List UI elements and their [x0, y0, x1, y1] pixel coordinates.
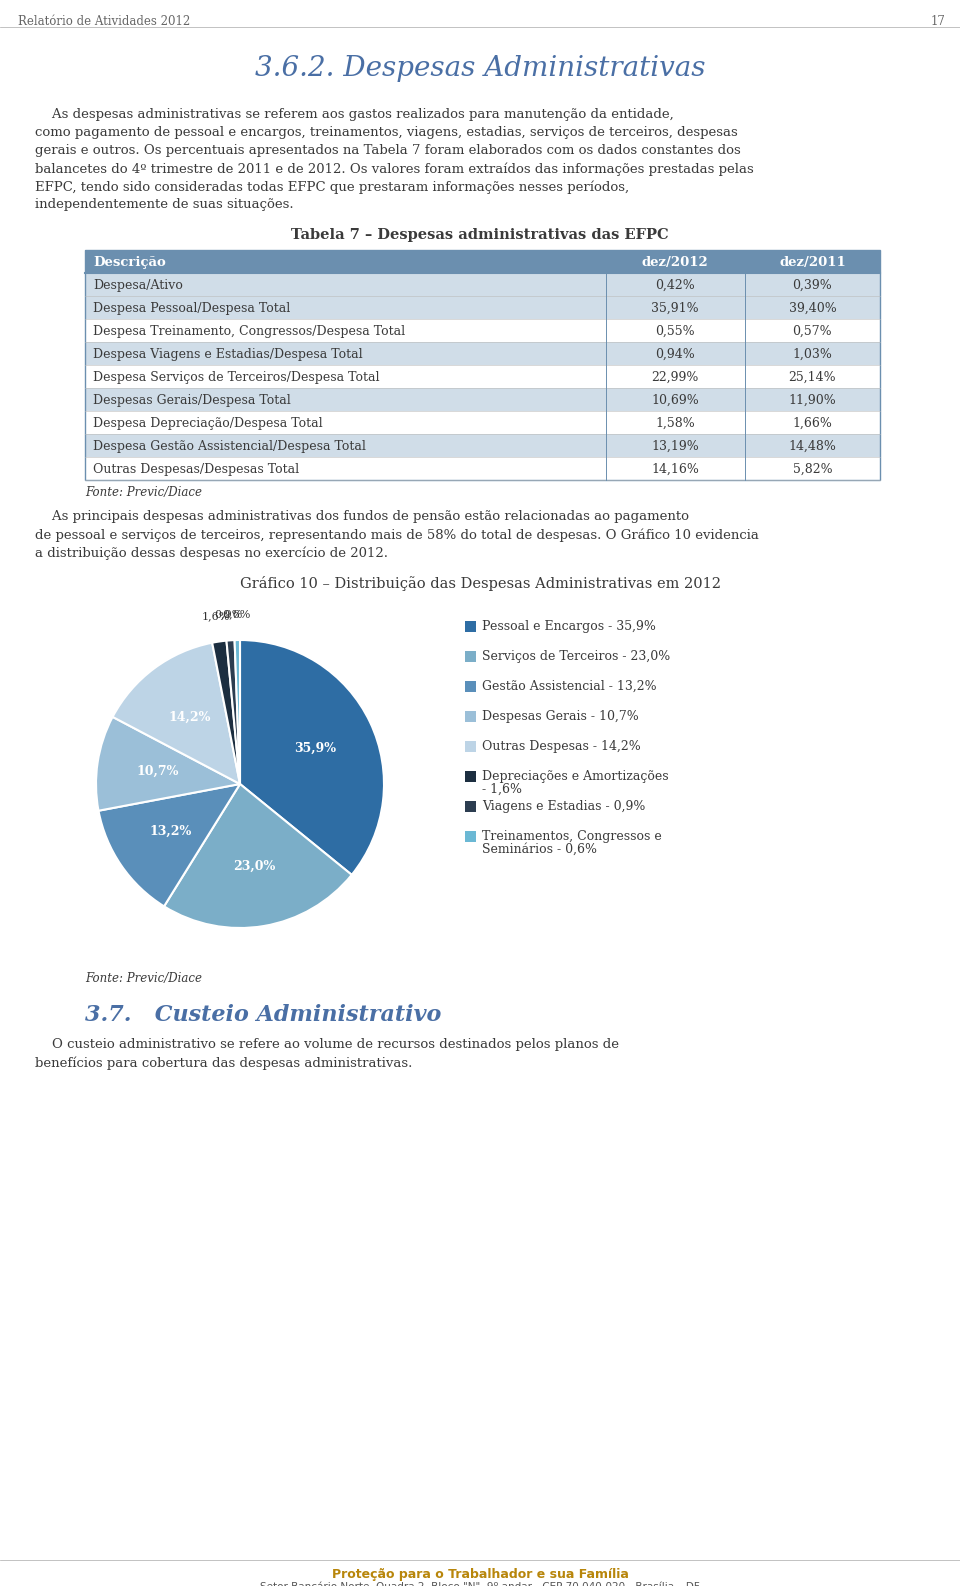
Text: 1,6%: 1,6% [202, 611, 229, 620]
Wedge shape [112, 642, 240, 783]
Text: 22,99%: 22,99% [652, 371, 699, 384]
Text: Fonte: Previc/Diace: Fonte: Previc/Diace [85, 485, 202, 500]
Text: a distribuição dessas despesas no exercício de 2012.: a distribuição dessas despesas no exercí… [35, 546, 388, 560]
FancyBboxPatch shape [465, 711, 476, 722]
Text: 14,48%: 14,48% [788, 439, 836, 454]
Text: Despesas Gerais - 10,7%: Despesas Gerais - 10,7% [482, 711, 638, 723]
Text: gerais e outros. Os percentuais apresentados na Tabela 7 foram elaborados com os: gerais e outros. Os percentuais apresent… [35, 144, 741, 157]
Text: As principais despesas administrativas dos fundos de pensão estão relacionadas a: As principais despesas administrativas d… [35, 511, 689, 523]
Text: O custeio administrativo se refere ao volume de recursos destinados pelos planos: O custeio administrativo se refere ao vo… [35, 1037, 619, 1052]
FancyBboxPatch shape [465, 771, 476, 782]
Wedge shape [234, 641, 240, 783]
Text: benefícios para cobertura das despesas administrativas.: benefícios para cobertura das despesas a… [35, 1056, 413, 1069]
Text: Despesas Gerais/Despesa Total: Despesas Gerais/Despesa Total [93, 393, 291, 408]
Text: Setor Bancário Norte, Quadra 2, Bloco "N", 9º andar - CEP 70.040-020 - Brasília : Setor Bancário Norte, Quadra 2, Bloco "N… [260, 1581, 700, 1586]
Text: Tabela 7 – Despesas administrativas das EFPC: Tabela 7 – Despesas administrativas das … [291, 228, 669, 243]
Text: - 1,6%: - 1,6% [482, 783, 522, 796]
Text: Gráfico 10 – Distribuição das Despesas Administrativas em 2012: Gráfico 10 – Distribuição das Despesas A… [239, 576, 721, 592]
Text: 0,42%: 0,42% [656, 279, 695, 292]
Text: Fonte: Previc/Diace: Fonte: Previc/Diace [85, 972, 202, 985]
FancyBboxPatch shape [465, 801, 476, 812]
FancyBboxPatch shape [465, 650, 476, 661]
Text: 10,7%: 10,7% [136, 764, 179, 779]
Text: Despesa Gestão Assistencial/Despesa Total: Despesa Gestão Assistencial/Despesa Tota… [93, 439, 366, 454]
Text: 3.6.2. Despesas Administrativas: 3.6.2. Despesas Administrativas [254, 56, 706, 82]
Text: 10,69%: 10,69% [652, 393, 699, 408]
FancyBboxPatch shape [465, 622, 476, 631]
Text: Descrição: Descrição [93, 255, 166, 270]
Text: 35,91%: 35,91% [652, 301, 699, 316]
FancyBboxPatch shape [465, 831, 476, 842]
FancyBboxPatch shape [85, 297, 880, 319]
Text: 35,9%: 35,9% [295, 742, 336, 755]
Text: 1,03%: 1,03% [793, 347, 832, 362]
Wedge shape [212, 641, 240, 783]
Text: Proteção para o Trabalhador e sua Família: Proteção para o Trabalhador e sua Famíli… [331, 1569, 629, 1581]
FancyBboxPatch shape [85, 389, 880, 411]
FancyBboxPatch shape [85, 273, 880, 297]
Text: 1,58%: 1,58% [656, 417, 695, 430]
Text: 39,40%: 39,40% [788, 301, 836, 316]
Wedge shape [164, 783, 351, 928]
Text: 14,16%: 14,16% [651, 463, 699, 476]
Text: 5,82%: 5,82% [793, 463, 832, 476]
Text: Relatório de Atividades 2012: Relatório de Atividades 2012 [18, 14, 190, 29]
Text: 1,66%: 1,66% [793, 417, 832, 430]
Text: Despesa Treinamento, Congressos/Despesa Total: Despesa Treinamento, Congressos/Despesa … [93, 325, 405, 338]
Text: EFPC, tendo sido consideradas todas EFPC que prestaram informações nesses períod: EFPC, tendo sido consideradas todas EFPC… [35, 179, 629, 193]
Text: dez/2012: dez/2012 [642, 255, 708, 270]
Text: 14,2%: 14,2% [169, 711, 211, 723]
Text: 3.7.   Custeio Administrativo: 3.7. Custeio Administrativo [85, 1004, 442, 1026]
Text: Serviços de Terceiros - 23,0%: Serviços de Terceiros - 23,0% [482, 650, 670, 663]
FancyBboxPatch shape [465, 680, 476, 691]
Text: Treinamentos, Congressos e: Treinamentos, Congressos e [482, 829, 661, 844]
FancyBboxPatch shape [465, 741, 476, 752]
Text: 0,39%: 0,39% [793, 279, 832, 292]
Text: Despesa Viagens e Estadias/Despesa Total: Despesa Viagens e Estadias/Despesa Total [93, 347, 363, 362]
Wedge shape [227, 641, 240, 783]
Text: como pagamento de pessoal e encargos, treinamentos, viagens, estadias, serviços : como pagamento de pessoal e encargos, tr… [35, 125, 737, 140]
Text: Despesa Serviços de Terceiros/Despesa Total: Despesa Serviços de Terceiros/Despesa To… [93, 371, 379, 384]
Text: 0,94%: 0,94% [656, 347, 695, 362]
Text: 23,0%: 23,0% [232, 860, 275, 872]
Wedge shape [240, 641, 384, 875]
Text: 13,2%: 13,2% [150, 825, 192, 837]
Text: Depreciações e Amortizações: Depreciações e Amortizações [482, 769, 668, 783]
FancyBboxPatch shape [85, 435, 880, 457]
Text: Viagens e Estadias - 0,9%: Viagens e Estadias - 0,9% [482, 799, 645, 814]
Text: dez/2011: dez/2011 [780, 255, 846, 270]
Text: 0,9%: 0,9% [215, 609, 243, 620]
Text: Outras Despesas - 14,2%: Outras Despesas - 14,2% [482, 741, 640, 753]
Text: 11,90%: 11,90% [788, 393, 836, 408]
Text: 13,19%: 13,19% [652, 439, 699, 454]
Text: Despesa Pessoal/Despesa Total: Despesa Pessoal/Despesa Total [93, 301, 290, 316]
Text: balancetes do 4º trimestre de 2011 e de 2012. Os valores foram extraídos das inf: balancetes do 4º trimestre de 2011 e de … [35, 162, 754, 176]
Text: 17: 17 [930, 14, 945, 29]
Text: Gestão Assistencial - 13,2%: Gestão Assistencial - 13,2% [482, 680, 657, 693]
FancyBboxPatch shape [85, 251, 880, 273]
Wedge shape [99, 783, 240, 906]
Text: 0,55%: 0,55% [656, 325, 695, 338]
Text: Despesa/Ativo: Despesa/Ativo [93, 279, 182, 292]
Text: Seminários - 0,6%: Seminários - 0,6% [482, 844, 597, 856]
Text: Outras Despesas/Despesas Total: Outras Despesas/Despesas Total [93, 463, 300, 476]
FancyBboxPatch shape [85, 343, 880, 365]
Text: independentemente de suas situações.: independentemente de suas situações. [35, 198, 294, 211]
Text: Pessoal e Encargos - 35,9%: Pessoal e Encargos - 35,9% [482, 620, 656, 633]
Text: 25,14%: 25,14% [788, 371, 836, 384]
Wedge shape [96, 717, 240, 810]
Text: Despesa Depreciação/Despesa Total: Despesa Depreciação/Despesa Total [93, 417, 323, 430]
Text: As despesas administrativas se referem aos gastos realizados para manutenção da : As despesas administrativas se referem a… [35, 108, 674, 121]
Text: 0,57%: 0,57% [793, 325, 832, 338]
Text: 0,6%: 0,6% [223, 609, 251, 619]
Text: de pessoal e serviços de terceiros, representando mais de 58% do total de despes: de pessoal e serviços de terceiros, repr… [35, 528, 758, 541]
